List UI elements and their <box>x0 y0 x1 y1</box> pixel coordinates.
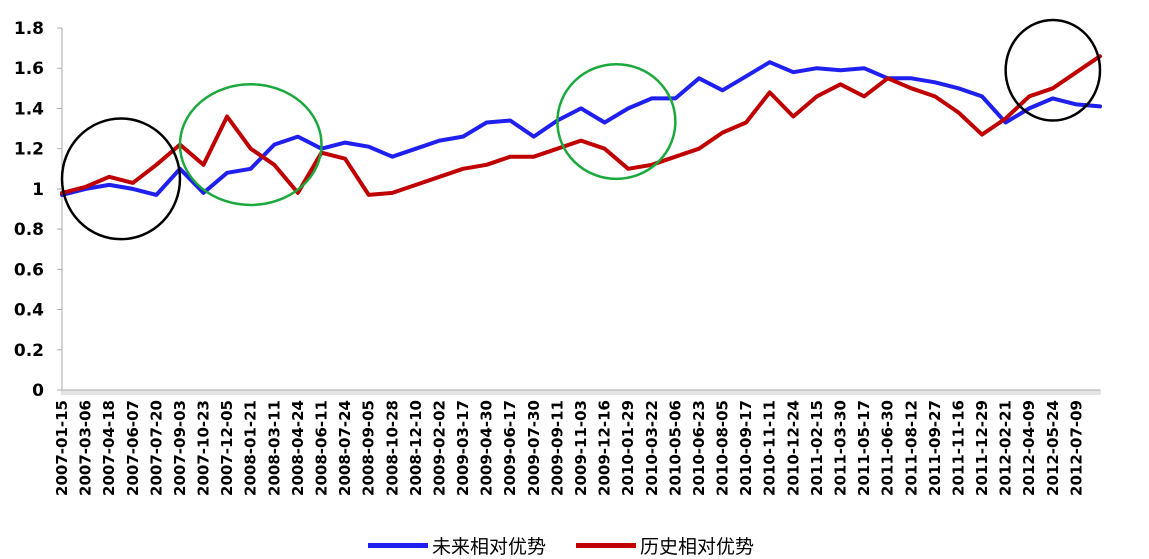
y-tick-label: 1.4 <box>14 99 44 119</box>
x-tick-label: 2008-01-21 <box>242 400 260 496</box>
x-tick-label: 2012-07-09 <box>1067 400 1085 496</box>
x-tick-label: 2008-10-28 <box>383 400 401 496</box>
y-tick-label: 0.4 <box>14 301 44 321</box>
y-tick-label: 0.8 <box>14 220 44 240</box>
legend: 未来相对优势 历史相对优势 <box>0 530 1149 558</box>
y-tick-label: 0.2 <box>14 341 44 361</box>
legend-item-history: 历史相对优势 <box>576 532 754 559</box>
x-tick-label: 2011-02-15 <box>808 400 826 496</box>
x-tick-label: 2009-06-17 <box>501 400 519 496</box>
x-tick-label: 2010-06-23 <box>690 400 708 496</box>
x-tick-label: 2012-05-24 <box>1044 400 1062 496</box>
x-tick-label: 2011-03-30 <box>832 400 850 496</box>
highlight-ellipse <box>60 117 182 241</box>
x-tick-label: 2008-07-24 <box>336 400 354 496</box>
x-tick-label: 2009-12-16 <box>596 400 614 496</box>
y-tick-label: 0.6 <box>14 260 44 280</box>
x-tick-label: 2012-02-21 <box>997 400 1015 496</box>
x-tick-label: 2007-04-18 <box>100 400 118 496</box>
x-tick-label: 2011-05-17 <box>855 400 873 496</box>
x-tick-label: 2011-06-30 <box>879 400 897 496</box>
annotation-layer <box>60 18 1102 241</box>
x-tick-label: 2009-03-17 <box>454 400 472 496</box>
x-tick-label: 2008-06-11 <box>313 400 331 496</box>
x-tick-label: 2007-09-03 <box>171 400 189 496</box>
y-tick-label: 1.6 <box>14 59 44 79</box>
x-tick-label: 2012-04-09 <box>1020 400 1038 496</box>
x-tick-label: 2011-11-16 <box>949 400 967 496</box>
series-line-history <box>60 54 1102 197</box>
x-tick-label: 2010-11-11 <box>761 400 779 496</box>
x-tick-label: 2010-09-17 <box>737 400 755 496</box>
highlight-ellipse <box>178 83 323 207</box>
legend-swatch-future <box>368 543 428 548</box>
x-tick-label: 2008-12-10 <box>407 400 425 496</box>
y-tick-label: 1.2 <box>14 140 44 160</box>
x-tick-label: 2009-07-30 <box>525 400 543 496</box>
series-layer <box>60 54 1102 197</box>
highlight-ellipse <box>556 62 677 181</box>
x-tick-label: 2009-04-30 <box>478 400 496 496</box>
x-tick-label: 2007-01-15 <box>53 400 71 496</box>
x-tick-label: 2008-04-24 <box>289 400 307 496</box>
y-tick-label: 1 <box>32 180 44 200</box>
series-line-future <box>60 60 1102 197</box>
x-tick-label: 2008-03-11 <box>265 400 283 496</box>
y-tick-label: 0 <box>32 381 44 401</box>
x-tick-label: 2007-12-05 <box>218 400 236 496</box>
x-axis: 2007-01-15 2007-03-06 2007-04-18 2007-06-07… <box>53 389 1101 496</box>
x-tick-label: 2008-09-05 <box>360 400 378 496</box>
x-tick-label: 2007-03-06 <box>77 400 95 496</box>
x-tick-label: 2007-07-20 <box>147 400 165 496</box>
x-tick-label: 2009-02-02 <box>430 400 448 496</box>
x-tick-label: 2009-11-03 <box>572 400 590 496</box>
highlight-ellipse <box>1004 18 1102 122</box>
x-tick-label: 2011-09-27 <box>926 400 944 496</box>
x-tick-label: 2007-10-23 <box>195 400 213 496</box>
x-tick-label: 2011-12-29 <box>973 400 991 496</box>
x-tick-label: 2010-05-06 <box>666 400 684 496</box>
x-tick-label: 2007-06-07 <box>124 400 142 496</box>
x-tick-label: 2011-08-12 <box>902 400 920 496</box>
x-tick-label: 2010-12-24 <box>784 400 802 496</box>
x-tick-label: 2009-09-11 <box>548 400 566 496</box>
x-tick-label: 2010-01-29 <box>619 400 637 496</box>
y-axis: 0 0.2 0.4 0.6 0.8 1 1.2 1.4 1.6 1.8 <box>14 19 63 401</box>
y-tick-label: 1.8 <box>14 19 44 39</box>
legend-swatch-history <box>576 543 636 548</box>
legend-label-history: 历史相对优势 <box>640 536 755 558</box>
legend-item-future: 未来相对优势 <box>368 532 546 559</box>
x-tick-label: 2010-08-05 <box>714 400 732 496</box>
legend-label-future: 未来相对优势 <box>432 536 547 558</box>
x-tick-label: 2010-03-22 <box>643 400 661 496</box>
line-chart: 00.20.40.60.811.21.41.61.8 2007-01-15 200… <box>14 18 1102 496</box>
